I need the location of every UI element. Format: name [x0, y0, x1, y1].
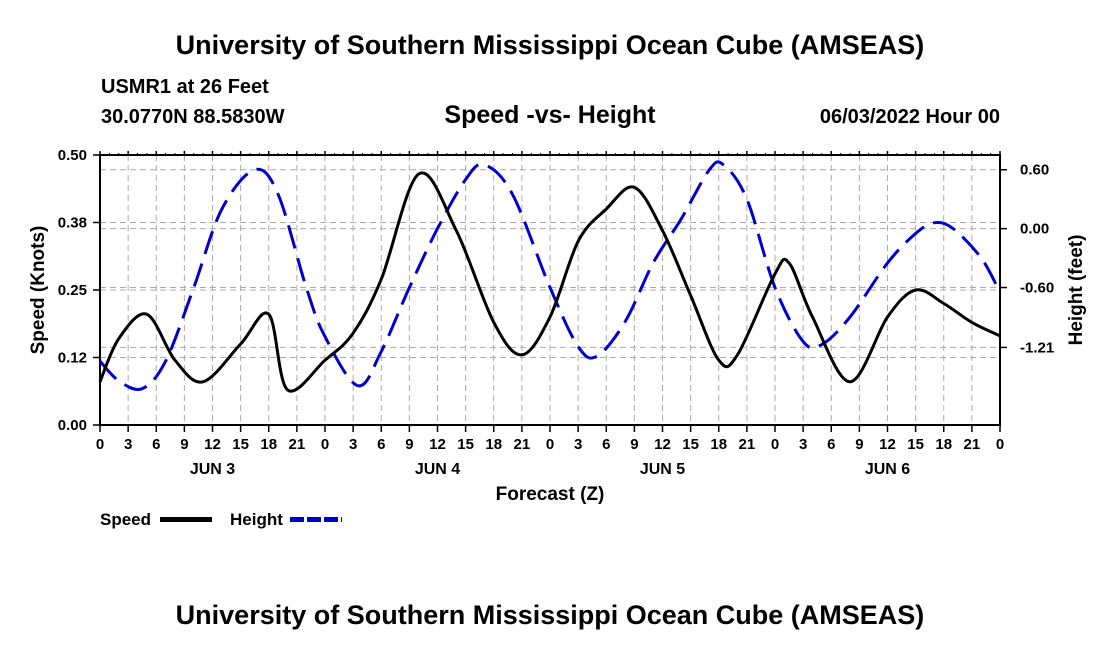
- x-tick-label: 15: [457, 436, 474, 453]
- x-tick-label: 0: [996, 436, 1004, 453]
- title-top: University of Southern Mississippi Ocean…: [175, 30, 925, 60]
- speed-height-chart: 0 3 6 9 12 15 18 21 0 3 6 9 12 15 18 21 0 3 6 9 12 15 18 21 0 3 6 9…: [28, 147, 1087, 505]
- y-tick-label: 0.38: [58, 215, 87, 232]
- station-label: USMR1 at 26 Feet: [101, 76, 269, 98]
- x-tick-label: 21: [964, 436, 981, 453]
- axis-ticks: 0 3 6 9 12 15 18 21 0 3 6 9 12 15 18 21 0 3 6 9 12 15 18 21 0 3 6 9…: [58, 147, 1054, 478]
- x-tick-label: 12: [654, 436, 671, 453]
- x-tick-label: 9: [405, 436, 413, 453]
- coordinates-label: 30.0770N 88.5830W: [101, 106, 285, 128]
- x-tick-label: 3: [799, 436, 807, 453]
- legend-speed-swatch: [160, 517, 212, 522]
- legend-height-label: Height: [230, 510, 283, 529]
- x-tick-label: 12: [204, 436, 221, 453]
- x-tick-label: 18: [710, 436, 727, 453]
- x-tick-label: 18: [935, 436, 952, 453]
- x-tick-label: 21: [739, 436, 756, 453]
- x-tick-label: 15: [907, 436, 924, 453]
- x-tick-label: 3: [349, 436, 357, 453]
- y-tick-label: 0.00: [58, 417, 87, 434]
- x-tick-label: 21: [514, 436, 531, 453]
- x-tick-label: 0: [771, 436, 779, 453]
- y2-tick-label: -1.21: [1020, 339, 1054, 356]
- speed-series-line: [98, 171, 1001, 393]
- y2-tick-label: -0.60: [1020, 280, 1054, 297]
- x-tick-label: 0: [321, 436, 329, 453]
- x-tick-label: 15: [232, 436, 249, 453]
- x-tick-label: 0: [546, 436, 554, 453]
- title-bottom: University of Southern Mississippi Ocean…: [175, 600, 925, 630]
- x-tick-label: 6: [152, 436, 160, 453]
- y-tick-label: 0.12: [58, 350, 87, 367]
- x-tick-label: 9: [855, 436, 863, 453]
- x-tick-label: 6: [377, 436, 385, 453]
- day-label: JUN 4: [415, 461, 460, 478]
- x-tick-label: 3: [574, 436, 582, 453]
- chart-subtitle: Speed -vs- Height: [444, 101, 656, 129]
- y2-tick-label: 0.60: [1020, 162, 1049, 179]
- y2-tick-label: 0.00: [1020, 221, 1049, 238]
- x-tick-label: 12: [879, 436, 896, 453]
- x-tick-label: 21: [289, 436, 306, 453]
- day-label: JUN 6: [865, 461, 910, 478]
- x-tick-label: 9: [180, 436, 188, 453]
- grid: [100, 155, 1000, 425]
- x-tick-label: 6: [602, 436, 610, 453]
- x-tick-label: 18: [485, 436, 502, 453]
- y-tick-label: 0.25: [58, 282, 87, 299]
- x-tick-label: 18: [260, 436, 277, 453]
- datetime-label: 06/03/2022 Hour 00: [819, 106, 1000, 128]
- height-series-line: [98, 160, 1002, 391]
- legend-speed-label: Speed: [100, 510, 152, 529]
- day-label: JUN 5: [640, 461, 685, 478]
- x-tick-label: 15: [682, 436, 699, 453]
- y-axis-label: Speed (Knots): [28, 226, 49, 355]
- day-label: JUN 3: [190, 461, 235, 478]
- y-tick-label: 0.50: [58, 147, 87, 164]
- x-tick-label: 12: [429, 436, 446, 453]
- y2-axis-label: Height (feet): [1066, 235, 1087, 346]
- x-axis-label: Forecast (Z): [496, 484, 605, 505]
- x-tick-label: 9: [630, 436, 638, 453]
- legend-height-swatch: [290, 517, 342, 522]
- x-tick-label: 6: [827, 436, 835, 453]
- x-tick-label: 0: [96, 436, 104, 453]
- x-tick-label: 3: [124, 436, 132, 453]
